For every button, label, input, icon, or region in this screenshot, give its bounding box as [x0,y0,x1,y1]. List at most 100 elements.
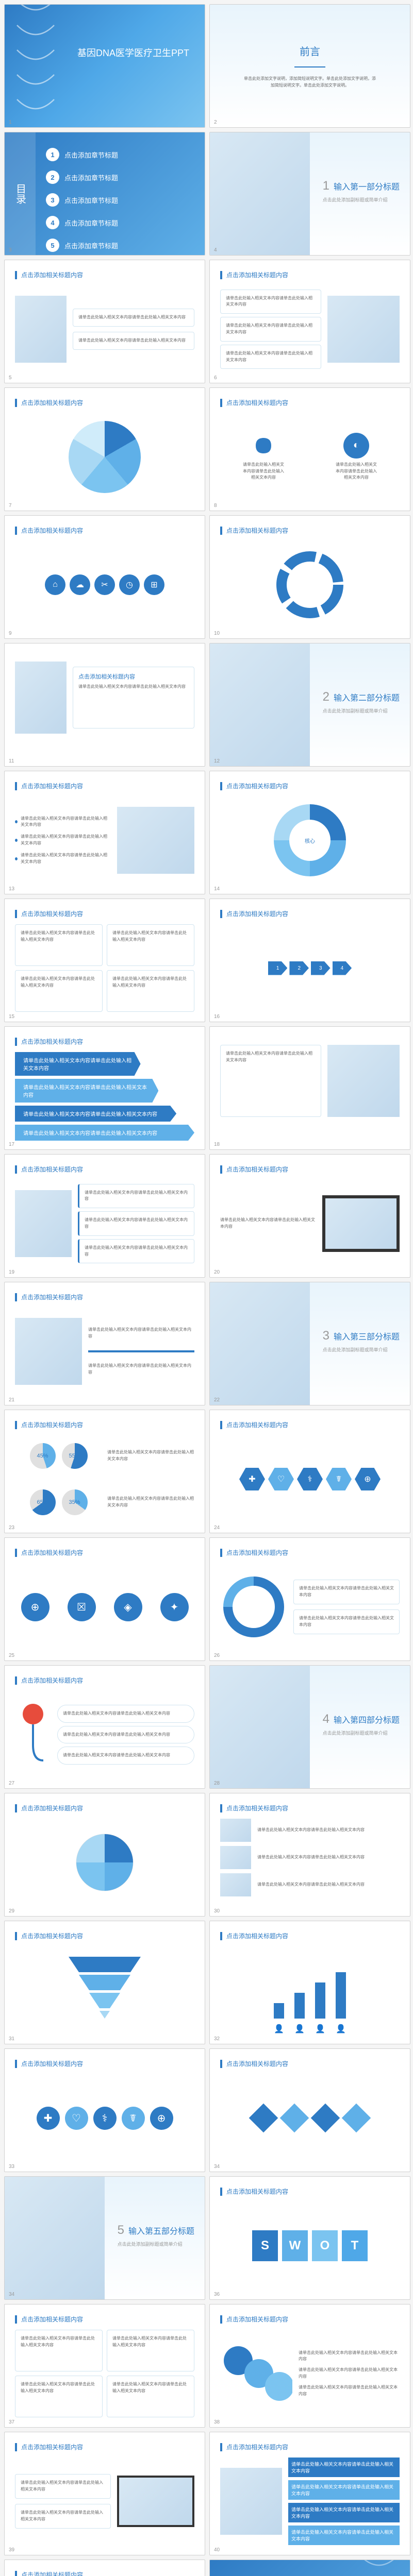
content-body: 请单击此处输入相关文本内容请单击此处输入相关文本内容 请单击此处输入相关文本内容… [220,285,400,373]
circle-icon: ◈ [114,1593,142,1621]
icon: ☁ [70,574,90,595]
slide-content: 点击添加相关标题内容 ✚ ♡ ⚕ ☤ ⊕ 33 [4,2048,205,2172]
slide-content: 点击添加相关标题内容 请单击此处输入相关文本内容请单击此处输入相关文本内容 请单… [4,771,205,894]
slide-content: 点击添加相关标题内容 请单击此处输入相关文本内容请单击此处输入相关文本内容 11 [4,643,205,767]
toc-label: 目录 [5,132,36,255]
slide-content: 点击添加相关标题内容 请单击此处输入相关文本内容请单击此处输入相关文本内容 请单… [4,1665,205,1789]
circle-icon: ⊕ [150,2107,173,2130]
slide-content: 点击添加相关标题内容 7 [4,387,205,511]
section-image [210,643,310,766]
slide-section-2: 2输入第二部分标题点击此处添加副标题或简单介绍 12 [209,643,410,767]
swot-o: O [312,2230,338,2261]
circle-icon: ⚕ [93,2107,117,2130]
slide-section-5: 5输入第五部分标题点击此处添加副标题或简单介绍 34 [4,2176,205,2300]
slide-number: 2 [214,120,217,125]
slide-content: 点击添加相关标题内容 请单击此处输入相关文本内容请单击此处输入相关文本内容 请单… [209,1793,410,1917]
toc-text: 点击添加章节标题 [64,218,118,228]
swot-t: T [342,2230,368,2261]
slide-section-4: 4输入第四部分标题点击此处添加副标题或简单介绍 28 [209,1665,410,1789]
toc-list: 1点击添加章节标题 2点击添加章节标题 3点击添加章节标题 4点击添加章节标题 … [36,132,205,255]
pct-chart: 55% [62,1443,88,1469]
circle-icon: ♡ [65,2107,88,2130]
toc-text: 点击添加章节标题 [64,195,118,205]
content-header: 点击添加相关标题内容 [220,270,400,279]
cycle-diagram [258,549,361,621]
text-block: 请单击此处输入相关文本内容请单击此处输入相关文本内容 [78,314,189,321]
divider [294,66,325,67]
toc-text: 点击添加章节标题 [64,241,118,250]
header-bar [15,271,17,279]
swot-w: W [282,2230,308,2261]
arrow-item: 请单击此处输入相关文本内容请单击此处输入相关文本内容 [15,1125,194,1141]
toc-item: 3 点击添加章节标题 [46,193,194,207]
image-placeholder [327,296,400,363]
slide-closing: 汇报完毕 感谢观看 42 [209,2560,410,2576]
slide-content: 点击添加相关标题内容 请单击此处输入相关文本内容请单击此处输入相关文本内容 请单… [4,260,205,383]
icon: ✂ [94,574,115,595]
quad-circle [63,1826,146,1899]
section-image [210,1282,310,1405]
toc-num: 3 [46,193,59,207]
toc-item: 1点击添加章节标题 [46,148,194,161]
slide-content: 点击添加相关标题内容 请单击此处输入相关文本内容请单击此处输入相关文本内容 41 [4,2560,205,2576]
image-placeholder [327,1045,400,1117]
swot-s: S [252,2230,278,2261]
toc-num: 2 [46,171,59,184]
slide-content: 点击添加相关标题内容 👤 👤 👤 👤 32 [209,1921,410,2044]
slide-grid: 基因DNA医学医疗卫生PPT 1 前言 单击此处添加文字说明，添加简短说明文字。… [0,0,413,2576]
slide-content: 点击添加相关标题内容 请单击此处输入相关文本内容请单击此处输入相关文本内容 请单… [4,1282,205,1405]
slide-preface: 前言 单击此处添加文字说明，添加简短说明文字。单击此处添加文字说明，添加简短说明… [209,4,410,128]
section-title: 2输入第二部分标题点击此处添加副标题或简单介绍 [323,690,400,714]
step: 3 [311,961,331,975]
slide-content: 点击添加相关标题内容 29 [4,1793,205,1917]
section-image [210,132,310,255]
diamond [311,2104,340,2133]
circle-icon: ☤ [122,2107,145,2130]
image-placeholder [15,1190,72,1257]
image-placeholder [220,2468,282,2535]
head-icon: ◐ [343,433,369,459]
person-icon: 👤 [294,2024,305,2034]
section-title: 1输入第一部分标题点击此处添加副标题或简单介绍 [323,179,400,203]
toc-item: 4点击添加章节标题 [46,216,194,229]
text-block: 请单击此处输入相关文本内容请单击此处输入相关文本内容 [78,337,189,344]
arrow-item: 请单击此处输入相关文本内容请单击此处输入相关文本内容 [15,1106,176,1122]
slide-percentages: 点击添加相关标题内容 45%55% 请单击此处输入相关文本内容请单击此处输入相关… [4,1410,205,1533]
step: 1 [268,961,288,975]
pct-chart: 65% [30,1489,56,1515]
slide-cover: 基因DNA医学医疗卫生PPT 1 [4,4,205,128]
slide-content: 点击添加相关标题内容 请单击此处输入相关文本内容请单击此处输入相关文本内容 请单… [4,2432,205,2555]
slide-content: 点击添加相关标题内容 核心 14 [209,771,410,894]
section-num: 1 [323,179,329,193]
preface-body: 单击此处添加文字说明，添加简短说明文字。单击此处添加文字说明，添加简短说明文字。… [242,76,377,89]
slide-content: 点击添加相关标题内容 请单击此处输入相关文本内容请单击此处输入相关文本内容 请单… [4,1026,205,1150]
slide-number: 5 [9,375,12,381]
image-placeholder [117,807,194,874]
dna-icon [333,2560,410,2576]
laptop-placeholder [117,2476,194,2527]
arrow-item: 请单击此处输入相关文本内容请单击此处输入相关文本内容 [15,1052,141,1076]
pct-chart: 35% [62,1489,88,1515]
content-header: 点击添加相关标题内容 [15,270,194,279]
section-image [210,1666,310,1788]
icon: ⊞ [144,574,164,595]
slide-content: 点击添加相关标题内容 请单击此处输入相关文本内容请单击此处输入相关文本内容 20 [209,1154,410,1278]
arc-chart [220,1573,287,1640]
toc-item: 5点击添加章节标题 [46,239,194,252]
section-image [5,2177,105,2299]
diamond [342,2104,371,2133]
toc-num: 1 [46,148,59,161]
person-icon: 👤 [315,2024,325,2034]
image-placeholder [15,1318,82,1385]
slide-number: 3 [9,247,12,253]
step: 4 [333,961,352,975]
stethoscope-icon [15,1699,51,1771]
content-body: 请单击此处输入相关文本内容请单击此处输入相关文本内容 请单击此处输入相关文本内容… [15,285,194,373]
funnel-chart [63,1952,146,2019]
circle-icon: ☒ [68,1593,96,1621]
monitor-placeholder [322,1195,400,1252]
slide-swot: 点击添加相关标题内容 S W O T 36 [209,2176,410,2300]
slide-content: 点击添加相关标题内容 请单击此处输入相关文本内容请单击此处输入相关文本内容 请单… [4,2304,205,2428]
slide-number: 4 [214,247,217,253]
circle-icon: ⊕ [21,1593,49,1621]
